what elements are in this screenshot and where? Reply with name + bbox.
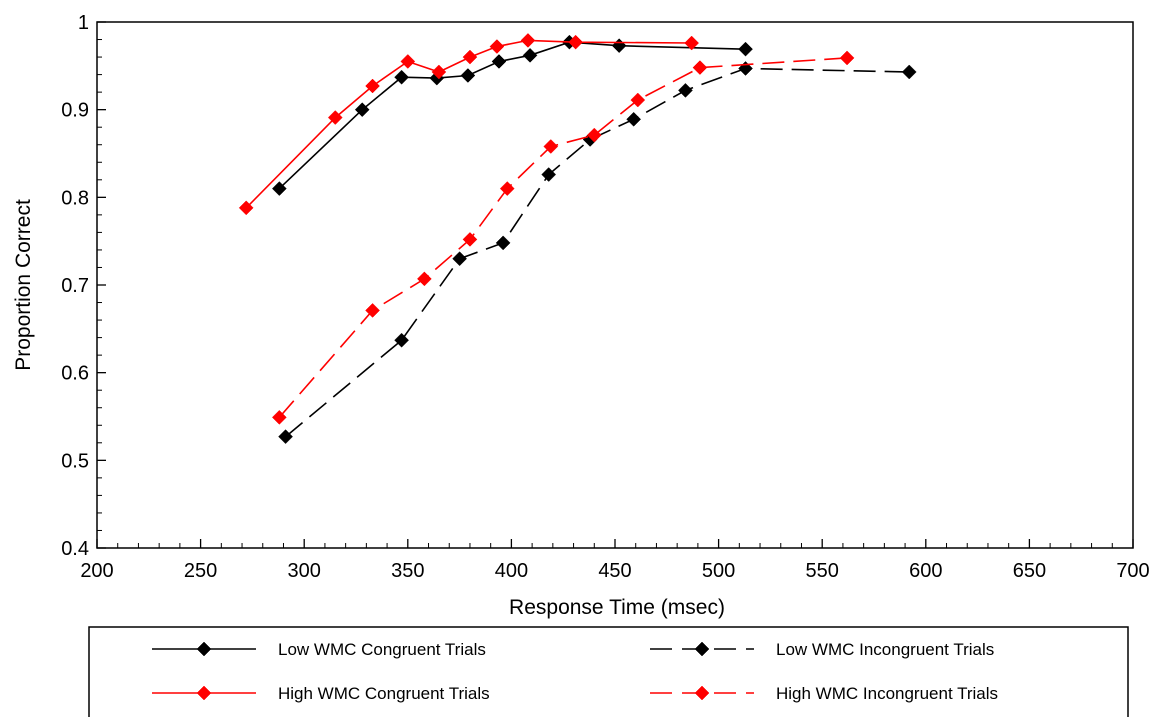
x-tick-label: 450 [598,560,631,582]
x-tick-label: 250 [184,560,217,582]
legend-label: Low WMC Congruent Trials [278,640,486,659]
data-point [489,39,505,54]
x-tick-label: 700 [1116,560,1149,582]
data-point [400,54,416,69]
x-tick-label: 200 [80,560,113,582]
data-point [327,110,343,125]
plot-area [96,21,1134,549]
series-2 [238,33,700,216]
plot-frame [96,21,1134,549]
y-tick-label: 1 [78,12,89,34]
x-tick-label: 300 [288,560,321,582]
series-4 [271,50,855,425]
data-point [271,410,287,425]
x-tick-label: 650 [1013,560,1046,582]
data-point [520,33,536,48]
legend: Low WMC Congruent Trials Low WMC Incongru… [88,626,1129,717]
x-tick-label: 550 [806,560,839,582]
series-line [278,41,746,190]
data-point [462,49,478,65]
legend-label: High WMC Congruent Trials [278,684,490,703]
data-point [839,50,855,66]
legend-swatch-marker [694,685,710,701]
y-tick-label: 0.5 [61,450,89,472]
data-point [452,251,467,267]
data-point [611,38,627,54]
legend-label: High WMC Incongruent Trials [776,684,998,703]
series-line [245,39,692,209]
series-line [285,67,910,438]
data-point [460,68,476,83]
legend-swatch-marker [694,641,710,657]
data-point [394,332,409,348]
series-layer [238,33,917,445]
data-point [522,47,538,63]
x-axis-title: Response Time (msec) [509,596,725,619]
data-point [462,232,478,247]
data-point [495,235,511,251]
series-1 [271,34,753,196]
data-point [586,127,602,143]
data-point [365,303,380,318]
axes: 200 250 300 350 400 450 500 550 600 650 700 0.4 0.5 0… [61,12,1150,582]
y-tick-label: 0.6 [61,363,89,385]
data-point [499,181,515,196]
data-point [630,92,646,108]
data-point [626,111,642,127]
legend-swatch-marker [196,685,212,701]
data-point [365,78,380,94]
legend-box [88,626,1129,717]
series-line [278,57,848,418]
x-tick-label: 500 [702,560,735,582]
y-axis-title: Proportion Correct [12,199,35,371]
data-point [417,271,432,287]
legend-item: High WMC Congruent Trials [152,684,490,703]
y-tick-label: 0.8 [61,187,89,209]
y-tick-label: 0.7 [61,275,89,297]
x-tick-label: 600 [909,560,942,582]
data-point [901,64,917,80]
legend-item: High WMC Incongruent Trials [650,684,998,703]
legend-swatch-marker [196,641,212,657]
data-point [394,69,409,85]
series-3 [278,61,917,445]
y-tick-label: 0.9 [61,100,89,122]
data-point [738,41,753,57]
data-point [271,181,287,196]
data-point [431,64,447,80]
legend-item: Low WMC Congruent Trials [152,640,486,659]
data-point [354,102,370,118]
legend-label: Low WMC Incongruent Trials [776,640,994,659]
data-point [541,167,557,182]
x-tick-label: 400 [495,560,528,582]
legend-item: Low WMC Incongruent Trials [650,640,994,659]
x-tick-label: 350 [391,560,424,582]
y-tick-label: 0.4 [61,538,89,560]
data-point [491,54,507,69]
data-point [568,34,583,50]
data-point [678,83,693,98]
data-point [278,429,293,445]
data-point [543,139,559,154]
data-point [684,35,700,51]
data-point [692,60,708,75]
data-point [238,200,254,216]
